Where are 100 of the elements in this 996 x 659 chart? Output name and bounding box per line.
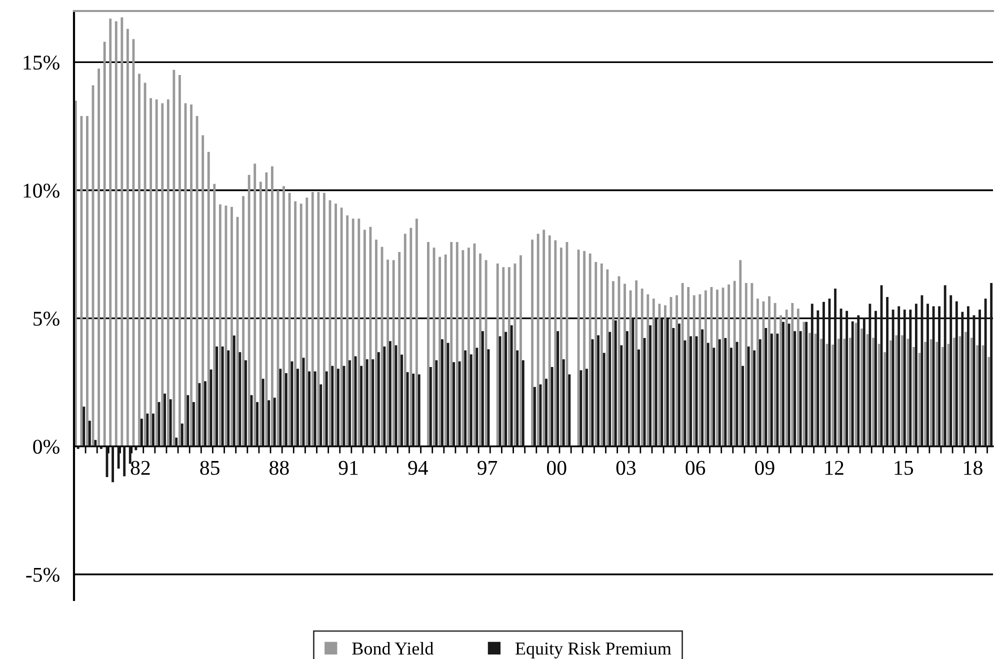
bar xyxy=(161,103,164,446)
bar xyxy=(594,262,598,446)
bar xyxy=(146,414,149,446)
bar xyxy=(496,264,499,446)
bar xyxy=(166,99,170,446)
bar xyxy=(435,360,438,446)
bar xyxy=(510,325,513,446)
bar xyxy=(678,324,680,446)
bar xyxy=(164,394,166,446)
bar xyxy=(372,359,374,446)
bar xyxy=(262,378,264,446)
bar xyxy=(712,348,716,446)
bar xyxy=(520,255,522,446)
bar xyxy=(562,359,565,446)
bar xyxy=(808,332,811,446)
bar xyxy=(152,414,154,446)
bar xyxy=(542,230,546,446)
bar xyxy=(377,352,380,446)
x-tick-label: 12 xyxy=(825,460,844,475)
bar xyxy=(98,68,100,446)
bar xyxy=(400,354,403,446)
bar xyxy=(392,260,395,446)
bar xyxy=(452,362,456,446)
bar xyxy=(259,182,262,446)
bar xyxy=(279,368,282,446)
bar xyxy=(560,248,562,446)
bar xyxy=(718,339,721,446)
bar xyxy=(352,218,354,446)
bar xyxy=(314,371,316,446)
bar xyxy=(138,74,140,446)
bar xyxy=(624,284,626,446)
bar xyxy=(805,322,808,446)
bar xyxy=(325,371,328,446)
bar xyxy=(955,301,958,446)
bar xyxy=(629,290,632,446)
bar xyxy=(306,198,308,446)
bar xyxy=(114,21,118,446)
bar xyxy=(186,395,190,446)
bar xyxy=(964,332,967,446)
bar xyxy=(796,308,800,446)
bar xyxy=(296,368,299,446)
bar xyxy=(363,230,366,446)
bar xyxy=(134,446,138,450)
bar xyxy=(224,206,228,446)
bar xyxy=(851,321,854,446)
bar xyxy=(514,264,516,446)
bar xyxy=(846,310,848,446)
bar xyxy=(244,360,247,446)
bar xyxy=(270,166,274,446)
bar xyxy=(273,398,276,446)
bar xyxy=(857,315,860,446)
bar xyxy=(944,285,946,446)
bar xyxy=(728,284,730,446)
bar xyxy=(900,335,904,446)
bar xyxy=(476,348,478,446)
bar xyxy=(912,346,915,446)
bar xyxy=(202,135,204,446)
bar xyxy=(88,420,91,446)
bar xyxy=(614,320,617,446)
bar xyxy=(872,338,875,446)
bar xyxy=(733,280,736,446)
bar xyxy=(464,350,467,446)
bar xyxy=(175,438,178,446)
bar xyxy=(895,335,898,446)
bar xyxy=(470,354,472,446)
bar xyxy=(626,331,628,446)
bar xyxy=(180,424,184,446)
bar xyxy=(248,174,250,446)
bar xyxy=(742,366,744,446)
bar xyxy=(556,331,560,446)
bar xyxy=(150,98,152,446)
bar xyxy=(600,264,603,446)
bar xyxy=(265,172,268,446)
x-tick-label: 97 xyxy=(478,460,498,475)
bar xyxy=(172,70,176,446)
bar xyxy=(429,366,432,446)
bar xyxy=(976,345,979,446)
bar xyxy=(155,99,158,446)
bar xyxy=(284,373,288,446)
bar xyxy=(826,344,828,446)
bar xyxy=(346,215,349,446)
bar xyxy=(458,361,461,446)
bar xyxy=(878,344,880,446)
y-tick-label: 5% xyxy=(34,312,60,326)
bar xyxy=(903,310,906,446)
bar xyxy=(213,184,216,446)
bar xyxy=(536,234,540,446)
bar xyxy=(450,242,453,446)
bar xyxy=(588,254,592,446)
bar xyxy=(238,352,242,446)
bar xyxy=(232,335,236,446)
bar xyxy=(508,267,510,446)
bar xyxy=(76,446,80,449)
bar xyxy=(354,356,357,446)
bar xyxy=(982,345,984,446)
bar xyxy=(936,342,938,446)
bar xyxy=(369,226,372,446)
x-tick-label: 09 xyxy=(755,460,774,475)
bar xyxy=(554,240,557,446)
bar xyxy=(884,352,886,446)
